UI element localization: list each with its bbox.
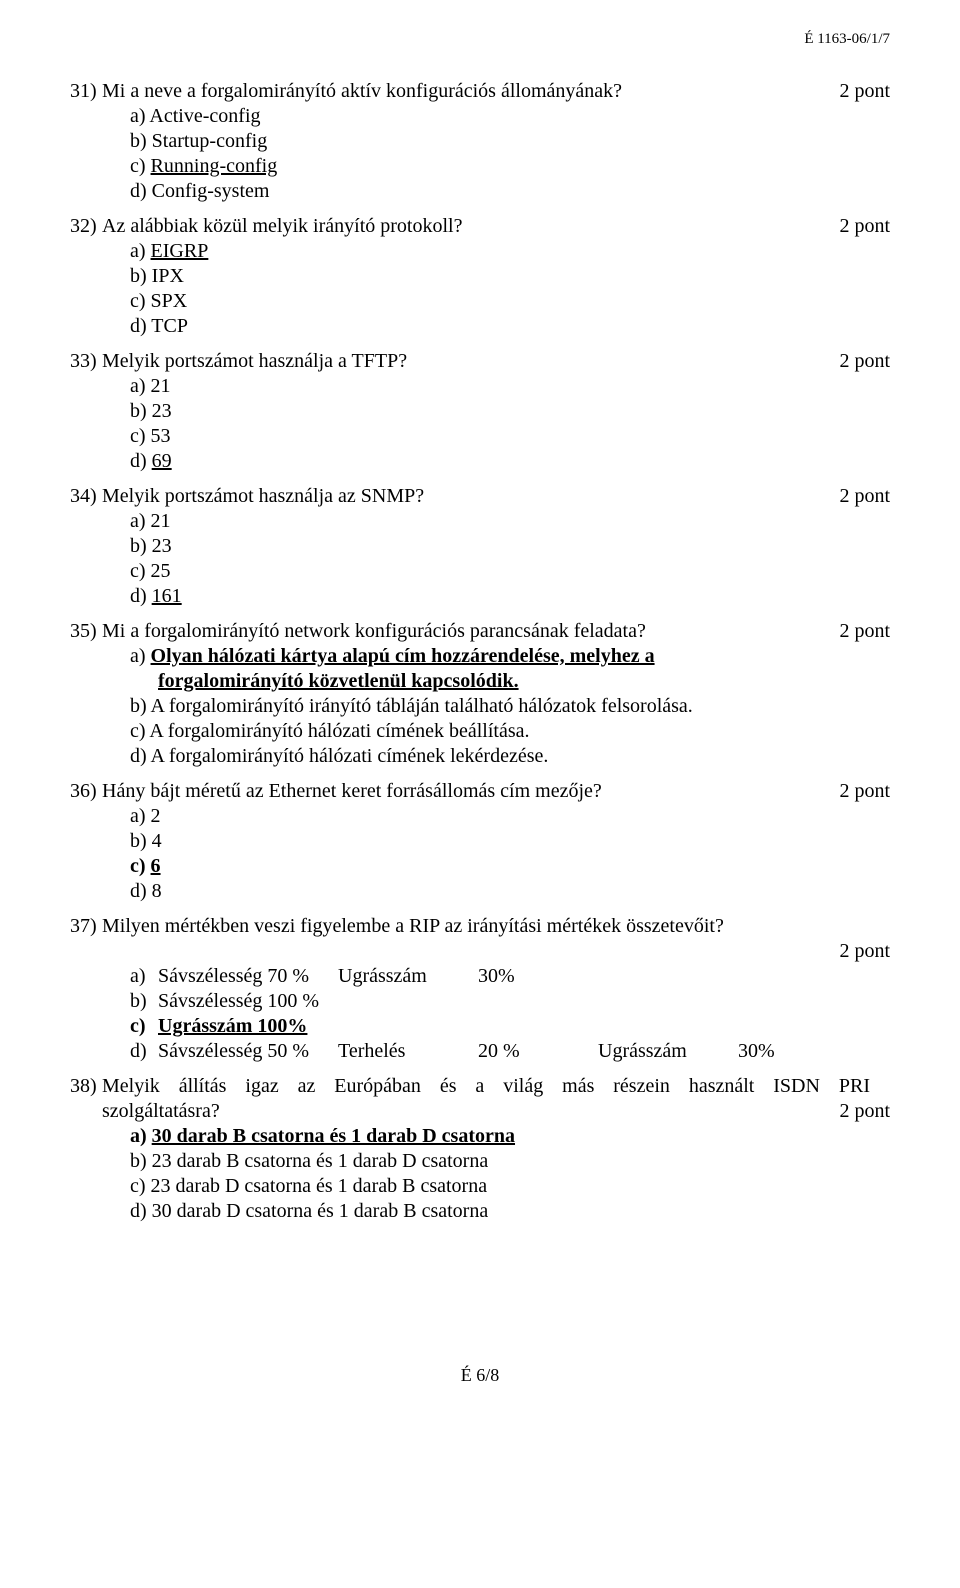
option-b: b) A forgalomirányító irányító tábláján …	[130, 694, 890, 719]
option-b: b) Sávszélesség 100 %	[130, 989, 890, 1014]
page-footer: É 6/8	[70, 1364, 890, 1387]
points-label: 2 pont	[839, 1099, 890, 1124]
option-d: d) 69	[130, 449, 890, 474]
option-b: b) 23 darab B csatorna és 1 darab D csat…	[130, 1149, 890, 1174]
option-a: a) Sávszélesség 70 % Ugrásszám 30%	[130, 964, 890, 989]
points-label: 2 pont	[70, 939, 890, 964]
header-code: É 1163-06/1/7	[70, 30, 890, 49]
option-c: c) 25	[130, 559, 890, 584]
question-text: 36)Hány bájt méretű az Ethernet keret fo…	[70, 779, 839, 804]
option-d: d) 8	[130, 879, 890, 904]
option-d: d) Config-system	[130, 179, 890, 204]
points-label: 2 pont	[839, 779, 890, 804]
option-c: c) Ugrásszám 100%	[130, 1014, 890, 1039]
option-d: d) TCP	[130, 314, 890, 339]
option-a: a) Olyan hálózati kártya alapú cím hozzá…	[130, 644, 890, 669]
question-text: 33)Melyik portszámot használja a TFTP?	[70, 349, 839, 374]
option-a-cont: forgalomirányító közvetlenül kapcsolódik…	[158, 669, 890, 694]
option-a: a) 2	[130, 804, 890, 829]
points-label: 2 pont	[839, 619, 890, 644]
option-c: c) SPX	[130, 289, 890, 314]
document-page: É 1163-06/1/7 31)Mi a neve a forgalomirá…	[0, 0, 960, 1426]
question-36: 36)Hány bájt méretű az Ethernet keret fo…	[70, 779, 890, 904]
question-35: 35)Mi a forgalomirányító network konfigu…	[70, 619, 890, 769]
question-31: 31)Mi a neve a forgalomirányító aktív ko…	[70, 79, 890, 204]
question-text: 32)Az alábbiak közül melyik irányító pro…	[70, 214, 839, 239]
option-d: d) 161	[130, 584, 890, 609]
points-label: 2 pont	[839, 349, 890, 374]
question-32: 32)Az alábbiak közül melyik irányító pro…	[70, 214, 890, 339]
question-33: 33)Melyik portszámot használja a TFTP? 2…	[70, 349, 890, 474]
option-c: c) A forgalomirányító hálózati címének b…	[130, 719, 890, 744]
option-b: b) 23	[130, 399, 890, 424]
question-text: 35)Mi a forgalomirányító network konfigu…	[70, 619, 839, 644]
option-a: a) 21	[130, 509, 890, 534]
option-b: b) 4	[130, 829, 890, 854]
option-d: d) Sávszélesség 50 % Terhelés 20 % Ugrás…	[130, 1039, 890, 1064]
question-text-cont: szolgáltatásra?	[102, 1099, 839, 1124]
question-37: 37)Milyen mértékben veszi figyelembe a R…	[70, 914, 890, 1064]
points-label: 2 pont	[839, 79, 890, 104]
question-text: 34)Melyik portszámot használja az SNMP?	[70, 484, 839, 509]
option-c: c) 53	[130, 424, 890, 449]
option-d: d) A forgalomirányító hálózati címének l…	[130, 744, 890, 769]
question-text: 37)Milyen mértékben veszi figyelembe a R…	[70, 914, 890, 939]
option-b: b) 23	[130, 534, 890, 559]
option-c: c) Running-config	[130, 154, 890, 179]
option-a: a) EIGRP	[130, 239, 890, 264]
option-a: a) 30 darab B csatorna és 1 darab D csat…	[130, 1124, 890, 1149]
option-a: a) 21	[130, 374, 890, 399]
option-c: c) 23 darab D csatorna és 1 darab B csat…	[130, 1174, 890, 1199]
option-b: b) IPX	[130, 264, 890, 289]
question-text: 38) Melyik állítás igaz az Európában és …	[70, 1074, 890, 1099]
points-label: 2 pont	[839, 214, 890, 239]
option-d: d) 30 darab D csatorna és 1 darab B csat…	[130, 1199, 890, 1224]
option-b: b) Startup-config	[130, 129, 890, 154]
option-a: a) Active-config	[130, 104, 890, 129]
question-text: 31)Mi a neve a forgalomirányító aktív ko…	[70, 79, 839, 104]
points-label: 2 pont	[839, 484, 890, 509]
option-c: c) 6	[130, 854, 890, 879]
question-38: 38) Melyik állítás igaz az Európában és …	[70, 1074, 890, 1224]
question-34: 34)Melyik portszámot használja az SNMP? …	[70, 484, 890, 609]
